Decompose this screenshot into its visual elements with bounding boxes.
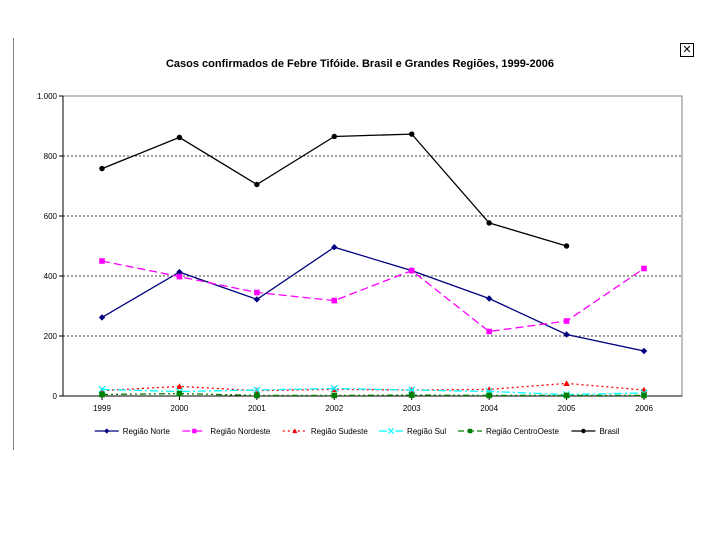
data-point [98,314,106,321]
data-point [563,318,570,324]
data-point [331,244,338,251]
legend-entry: Região Sudeste [282,427,368,436]
data-point [408,131,415,137]
legend-label: Região CentroOeste [486,427,559,436]
y-tick-label: 1.000 [37,92,58,101]
y-tick-label: 200 [44,332,58,341]
series-group [99,131,570,249]
y-tick-label: 800 [44,152,58,161]
series-line [101,387,645,396]
data-point [486,220,492,226]
data-point [98,385,106,394]
data-point [176,134,183,141]
x-tick-label: 1999 [93,404,111,413]
plot-area [62,95,683,397]
data-point [563,380,570,386]
data-point [292,428,298,434]
data-point [253,386,261,394]
series-group [99,258,647,335]
data-point [99,165,105,172]
close-icon[interactable]: ✕ [680,43,694,57]
series-group [99,390,647,399]
data-point [563,392,570,399]
data-point [331,392,338,399]
legend-entry: Região Sul [379,427,446,436]
data-point [408,392,415,398]
data-point [176,383,183,389]
data-point [254,289,260,296]
data-point [563,331,570,338]
data-point [388,427,395,435]
data-point [192,428,197,434]
legend-entry: Região CentroOeste [458,427,560,436]
data-point [331,133,338,140]
legend-label: Região Sudeste [311,427,368,436]
y-tick-label: 600 [44,212,58,221]
data-point [104,428,110,434]
data-point [176,268,183,276]
data-point [408,267,415,274]
data-point [408,386,416,394]
data-point [253,296,261,303]
chart-title: Casos confirmados de Febre Tifóide. Bras… [165,58,554,70]
data-point [99,258,105,264]
legend-entry: Região Norte [94,427,171,436]
legend-label: Brasil [599,427,619,436]
legend-label: Região Norte [123,427,171,436]
x-tick-label: 2001 [248,404,266,413]
data-point [331,297,338,304]
data-point [641,265,647,272]
data-point [641,392,647,399]
y-tick-label: 0 [53,392,58,401]
legend-label: Região Sul [407,427,446,436]
legend-entry: Região Nordeste [182,427,271,436]
data-point [330,384,338,393]
x-tick-label: 2004 [480,404,498,413]
series-line [101,260,645,333]
data-point [640,347,648,355]
data-point [254,181,260,188]
data-point [581,428,586,434]
legend-label: Região Nordeste [210,427,271,436]
x-tick-label: 2003 [403,404,421,413]
data-point [176,390,183,397]
data-point [486,392,492,399]
series-line [101,392,644,397]
data-point [563,243,570,249]
data-point [467,428,473,434]
x-tick-label: 2002 [325,404,343,413]
x-tick-label: 2000 [171,404,189,413]
data-point [176,273,183,280]
x-tick-label: 2005 [558,404,576,413]
legend-entry: Brasil [571,427,620,436]
page-left-border [13,38,14,450]
data-point [486,328,492,335]
data-point [99,391,105,398]
series-line [101,246,645,352]
series-line [101,382,645,392]
x-tick-label: 2006 [635,404,653,413]
data-point [485,295,493,302]
data-point [254,392,260,399]
y-tick-label: 400 [44,272,58,281]
